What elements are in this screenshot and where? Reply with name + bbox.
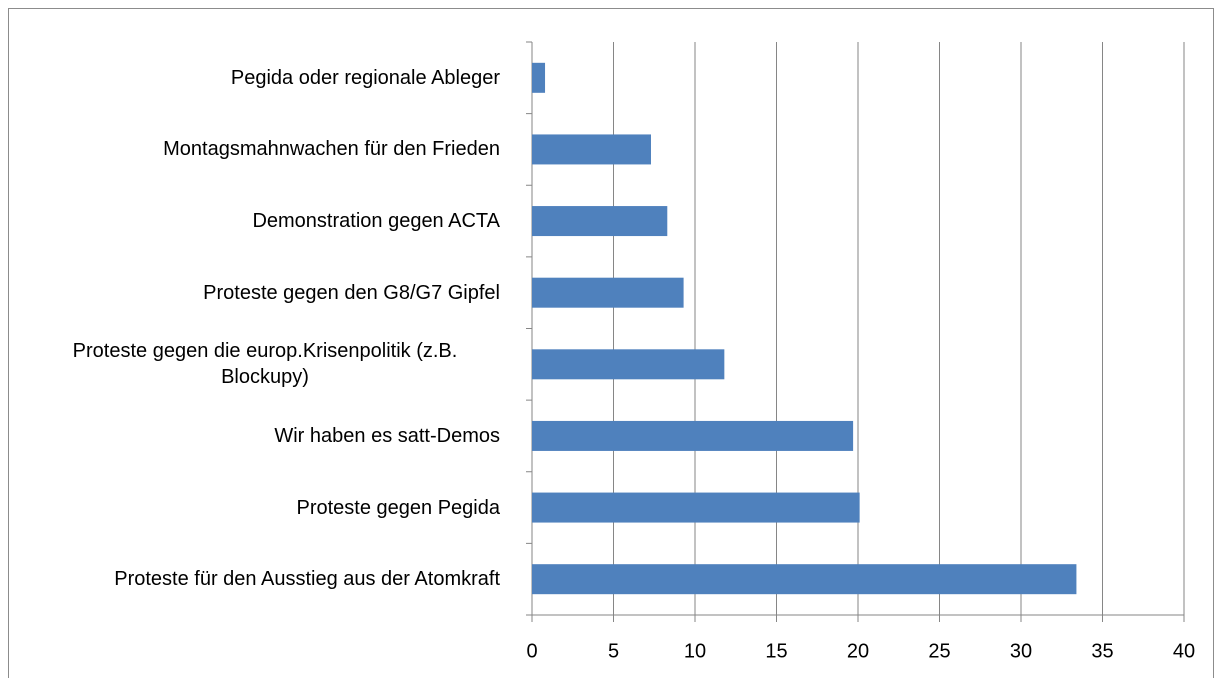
category-label-box: Proteste gegen den G8/G7 Gipfel (203, 280, 500, 306)
y-tick-label: Demonstration gegen ACTA (252, 210, 500, 233)
x-tick-label: 10 (684, 640, 706, 662)
bar (532, 492, 860, 523)
x-tick-label: 5 (608, 640, 619, 662)
category-label-box: Wir haben es satt-Demos (274, 423, 500, 449)
y-tick-label: Pegida oder regionale Ableger (230, 66, 500, 89)
category-label-box: Proteste gegen Pegida (297, 495, 501, 521)
y-tick-label: Montagsmahnwachen für den Frieden (163, 138, 500, 161)
category-label-box: Proteste für den Ausstieg aus der Atomkr… (114, 566, 500, 592)
bar (532, 62, 546, 93)
y-tick-label: Proteste gegen die europ.Krisenpolitik (… (72, 340, 458, 389)
x-tick-label: 25 (928, 640, 950, 662)
x-tick-label: 0 (526, 640, 537, 662)
bar (532, 134, 651, 165)
category-label-box: Demonstration gegen ACTA (252, 208, 500, 234)
y-tick-label: Proteste gegen den G8/G7 Gipfel (203, 281, 500, 304)
y-tick-label: Wir haben es satt-Demos (274, 424, 500, 447)
bar (532, 206, 668, 237)
bar (532, 564, 1077, 595)
x-tick-label: 20 (847, 640, 869, 662)
bar (532, 349, 725, 380)
chart-frame (8, 8, 1214, 678)
x-tick-label: 30 (1010, 640, 1032, 662)
y-tick-label: Proteste für den Ausstieg aus der Atomkr… (114, 568, 500, 591)
bar (532, 277, 684, 308)
x-tick-label: 35 (1091, 640, 1113, 662)
category-label-box: Proteste gegen die europ.Krisenpolitik (… (30, 338, 500, 390)
x-tick-label: 15 (765, 640, 787, 662)
category-label-box: Pegida oder regionale Ableger (231, 65, 500, 91)
category-label-box: Montagsmahnwachen für den Frieden (163, 136, 500, 162)
y-tick-label: Proteste gegen Pegida (296, 496, 501, 519)
bar (532, 420, 854, 451)
x-tick-label: 40 (1173, 640, 1195, 662)
